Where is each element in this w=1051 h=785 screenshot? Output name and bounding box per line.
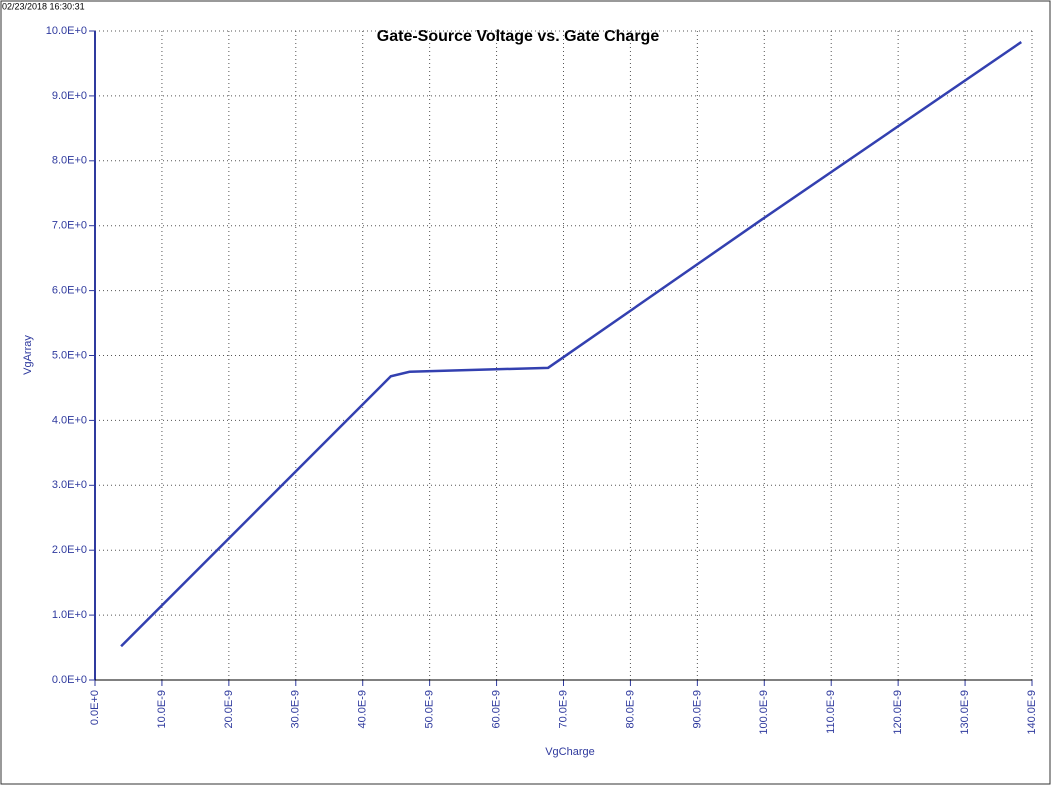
y-tick-label: 3.0E+0 — [52, 479, 87, 491]
x-tick-label: 90.0E-9 — [691, 690, 703, 729]
y-tick-label: 1.0E+0 — [52, 609, 87, 621]
x-tick-label: 100.0E-9 — [758, 690, 770, 735]
y-tick-label: 4.0E+0 — [52, 414, 87, 426]
y-tick-label: 8.0E+0 — [52, 155, 87, 167]
x-tick-label: 40.0E-9 — [357, 690, 369, 729]
chart-title: Gate-Source Voltage vs. Gate Charge — [377, 28, 660, 45]
x-tick-label: 30.0E-9 — [290, 690, 302, 729]
y-tick-label: 2.0E+0 — [52, 544, 87, 556]
x-axis-label: VgCharge — [545, 746, 595, 758]
y-tick-label: 9.0E+0 — [52, 90, 87, 102]
y-tick-label: 10.0E+0 — [46, 25, 87, 37]
y-tick-label: 6.0E+0 — [52, 285, 87, 297]
x-tick-label: 60.0E-9 — [490, 690, 502, 729]
timestamp: 02/23/2018 16:30:31 — [2, 1, 85, 11]
x-tick-label: 80.0E-9 — [624, 690, 636, 729]
y-tick-label: 7.0E+0 — [52, 220, 87, 232]
x-tick-label: 130.0E-9 — [959, 690, 971, 735]
y-tick-label: 0.0E+0 — [52, 674, 87, 686]
x-tick-label: 10.0E-9 — [156, 690, 168, 729]
y-axis-label: VgArray — [22, 335, 34, 375]
x-tick-label: 0.0E+0 — [89, 690, 101, 725]
x-tick-label: 20.0E-9 — [223, 690, 235, 729]
x-tick-label: 70.0E-9 — [557, 690, 569, 729]
x-tick-label: 110.0E-9 — [825, 690, 837, 734]
x-tick-label: 120.0E-9 — [892, 690, 904, 735]
data-line — [120, 41, 1022, 648]
x-tick-label: 140.0E-9 — [1026, 690, 1038, 735]
y-tick-label: 5.0E+0 — [52, 349, 87, 361]
x-tick-label: 50.0E-9 — [424, 690, 436, 729]
